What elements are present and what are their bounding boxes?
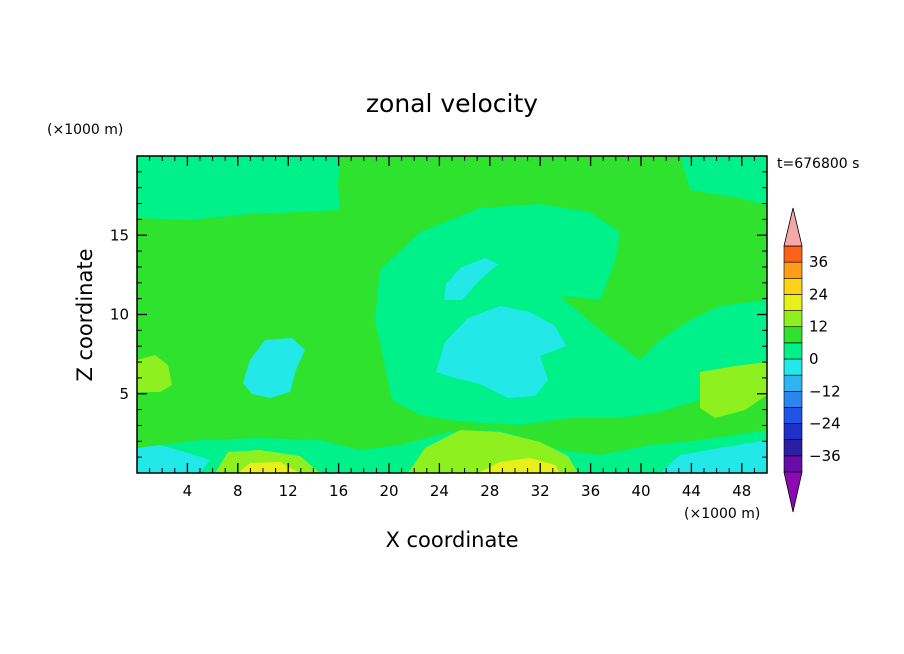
region-core-upper <box>444 258 498 300</box>
region-jet-left <box>137 355 172 392</box>
colorbar-under-arrow <box>783 471 803 513</box>
colorbar-swatch <box>783 342 803 360</box>
x-tick-label: 32 <box>531 482 550 500</box>
y-ticks: 5 10 15 <box>110 171 767 458</box>
x-tick-label: 40 <box>631 482 650 500</box>
colorbar-swatch <box>783 358 803 376</box>
y-tick-label: 10 <box>110 306 129 324</box>
colorbar-swatch <box>783 423 803 441</box>
region-jet-right <box>700 362 767 418</box>
region-surface-right <box>660 440 767 473</box>
colorbar-tick-label: −12 <box>809 382 841 400</box>
colorbar-tick-label: −24 <box>809 415 841 433</box>
x-axis-label: X coordinate <box>385 528 518 552</box>
region-jet-surface <box>215 430 578 473</box>
x-tick-label: 28 <box>480 482 499 500</box>
y-unit-label: (×1000 m) <box>47 122 123 138</box>
time-label: t=676800 s <box>777 156 859 172</box>
x-tick-label: 4 <box>183 482 193 500</box>
x-tick-label: 12 <box>279 482 298 500</box>
colorbar-swatch <box>783 326 803 344</box>
x-tick-label: 20 <box>379 482 398 500</box>
colorbar-over-arrow <box>783 207 803 247</box>
x-tick-label: 48 <box>732 482 751 500</box>
x-tick-label: 16 <box>329 482 348 500</box>
colorbar-swatch <box>783 407 803 424</box>
colorbar-swatch <box>783 277 803 295</box>
y-tick-label: 5 <box>119 385 129 403</box>
colorbar-tick-label: 24 <box>809 285 828 303</box>
colorbar-swatch <box>783 294 803 311</box>
colorbar-swatch <box>783 439 803 457</box>
colorbar-tick-label: 0 <box>809 350 819 368</box>
contour-field <box>137 156 767 473</box>
colorbar-swatch <box>783 245 803 263</box>
colorbar-tick-label: 12 <box>809 318 828 336</box>
chart-title: zonal velocity <box>366 89 538 118</box>
colorbar-swatch <box>783 261 803 279</box>
colorbar-tick-label: −36 <box>809 447 841 465</box>
region-core-left <box>243 338 305 398</box>
colorbar-tick-label: 36 <box>809 253 828 271</box>
region-mid-band <box>137 156 767 455</box>
colorbar-swatch <box>783 390 803 408</box>
region-core-main <box>436 306 566 398</box>
colorbar-swatch <box>783 455 803 473</box>
colorbar-swatch <box>783 374 803 392</box>
colorbar: 36 24 12 0 −12 −24 −36 <box>783 207 841 513</box>
x-unit-label: (×1000 m) <box>684 506 760 522</box>
x-tick-label: 36 <box>581 482 600 500</box>
y-tick-label: 15 <box>110 226 129 244</box>
x-ticks: 4 8 12 16 20 24 28 32 36 40 44 48 <box>149 156 755 500</box>
x-tick-label: 24 <box>430 482 449 500</box>
x-tick-label: 8 <box>233 482 243 500</box>
colorbar-swatch <box>783 310 803 328</box>
x-tick-label: 44 <box>682 482 701 500</box>
region-surface-left <box>137 445 210 473</box>
y-axis-label: Z coordinate <box>73 248 97 381</box>
